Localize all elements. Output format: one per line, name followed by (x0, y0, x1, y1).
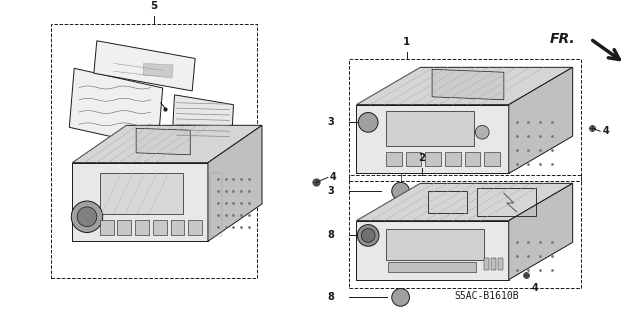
Bar (445, 152, 461, 166)
Circle shape (358, 113, 378, 132)
Bar (465, 152, 480, 166)
Bar (210, 173, 221, 236)
Polygon shape (94, 41, 195, 91)
Bar (188, 220, 202, 235)
Circle shape (392, 288, 410, 306)
Bar (349, 59, 580, 182)
Polygon shape (356, 183, 573, 221)
Bar (428, 191, 467, 213)
Text: 8: 8 (327, 230, 334, 241)
Circle shape (362, 228, 375, 242)
Bar (386, 228, 484, 260)
Bar (143, 63, 173, 77)
Polygon shape (72, 125, 262, 163)
Bar (425, 152, 441, 166)
Polygon shape (509, 67, 573, 174)
Text: 4: 4 (602, 126, 609, 136)
Bar (386, 111, 474, 146)
Text: S5AC-B1610B: S5AC-B1610B (455, 291, 520, 301)
Polygon shape (173, 95, 234, 142)
Bar (153, 220, 166, 235)
Polygon shape (69, 68, 163, 147)
Text: 2: 2 (419, 153, 426, 163)
Polygon shape (356, 221, 509, 280)
Text: FR.: FR. (550, 32, 575, 46)
Bar (118, 220, 131, 235)
Polygon shape (72, 163, 208, 241)
Circle shape (357, 225, 379, 246)
Text: 4: 4 (531, 283, 538, 293)
Bar (498, 258, 503, 270)
Text: 1: 1 (403, 37, 410, 47)
Bar (484, 258, 489, 270)
Bar (406, 152, 421, 166)
Text: 5: 5 (150, 1, 157, 11)
Text: 3: 3 (327, 186, 334, 196)
Polygon shape (208, 125, 262, 241)
Bar (349, 175, 580, 287)
Bar (386, 152, 402, 166)
Bar (100, 173, 183, 214)
Polygon shape (356, 67, 573, 105)
Bar (100, 220, 113, 235)
Text: 8: 8 (327, 293, 334, 302)
Polygon shape (356, 105, 509, 174)
Bar (135, 220, 149, 235)
Text: 4: 4 (330, 173, 337, 182)
Circle shape (71, 201, 103, 233)
Bar (491, 258, 496, 270)
Polygon shape (432, 69, 504, 100)
Bar (388, 262, 476, 272)
Circle shape (77, 207, 97, 226)
Circle shape (476, 125, 489, 139)
Bar (477, 188, 536, 216)
Text: 3: 3 (327, 117, 334, 127)
Bar (171, 220, 184, 235)
Circle shape (392, 182, 410, 200)
Polygon shape (509, 183, 573, 280)
Bar (51, 24, 257, 278)
Bar (484, 152, 500, 166)
Polygon shape (136, 128, 190, 155)
